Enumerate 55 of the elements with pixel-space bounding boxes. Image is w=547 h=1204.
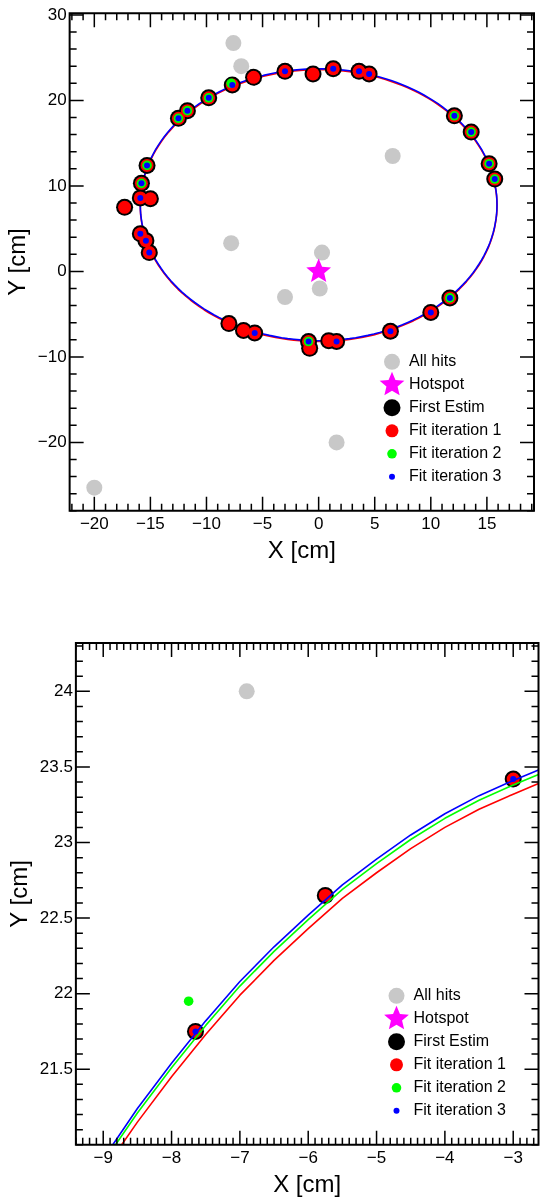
x-tick-label: 10	[421, 513, 441, 533]
y-tick-label: 23.5	[39, 756, 73, 776]
point	[328, 434, 345, 451]
legend-label: Fit iteration 2	[409, 444, 502, 462]
y-tick-label: 0	[57, 261, 67, 281]
x-tick-label: −20	[79, 513, 109, 533]
x-tick-label: −5	[252, 513, 273, 533]
legend-label: Fit iteration 1	[409, 421, 502, 439]
x-tick-label: −4	[435, 1147, 455, 1167]
legend-label: All hits	[409, 352, 457, 370]
legend-label: First Estim	[409, 398, 485, 416]
y-tick-label: 23	[53, 832, 73, 852]
x-axis-title: X [cm]	[267, 536, 336, 564]
x-tick-label: −8	[161, 1147, 182, 1167]
y-tick-label: 20	[47, 90, 67, 110]
y-tick-label: −20	[37, 432, 67, 452]
x-tick-label: −7	[230, 1147, 250, 1167]
legend-label: Fit iteration 3	[409, 467, 502, 485]
point	[183, 996, 194, 1007]
legend-label: Fit iteration 2	[413, 1078, 507, 1096]
x-tick-label: −9	[93, 1147, 113, 1167]
point	[233, 58, 250, 75]
y-tick-label: 24	[53, 681, 73, 701]
point	[223, 235, 240, 252]
legend-label: Hotspot	[413, 1009, 470, 1027]
x-tick-label: −10	[192, 513, 221, 533]
legend-label: Hotspot	[409, 375, 465, 393]
point	[238, 683, 255, 700]
x-tick-label: 0	[313, 513, 324, 533]
point	[314, 244, 331, 261]
x-tick-label: 15	[477, 513, 497, 533]
y-tick-label: −10	[37, 346, 67, 366]
legend-label: All hits	[413, 986, 461, 1004]
y-tick-label: 10	[47, 175, 67, 195]
x-axis-title: X [cm]	[273, 1170, 342, 1198]
y-tick-label: 22	[53, 983, 73, 1003]
y-axis-title: Y [cm]	[5, 860, 33, 928]
point	[225, 35, 242, 52]
legend-label: Fit iteration 3	[413, 1101, 507, 1119]
legend-label: First Estim	[413, 1032, 490, 1050]
point	[276, 289, 293, 306]
point	[311, 280, 328, 297]
x-tick-label: −6	[298, 1147, 318, 1167]
y-tick-label: 22.5	[39, 907, 73, 927]
x-tick-label: −15	[135, 513, 165, 533]
y-tick-label: 30	[47, 4, 67, 24]
point	[384, 147, 401, 164]
x-tick-label: −3	[503, 1147, 523, 1167]
legend-label: Fit iteration 1	[413, 1055, 507, 1073]
point	[86, 479, 103, 496]
x-tick-label: −5	[366, 1147, 387, 1167]
y-axis-title: Y [cm]	[3, 228, 31, 296]
y-tick-label: 21.5	[39, 1058, 73, 1078]
point	[306, 258, 332, 282]
x-tick-label: 5	[369, 513, 380, 533]
